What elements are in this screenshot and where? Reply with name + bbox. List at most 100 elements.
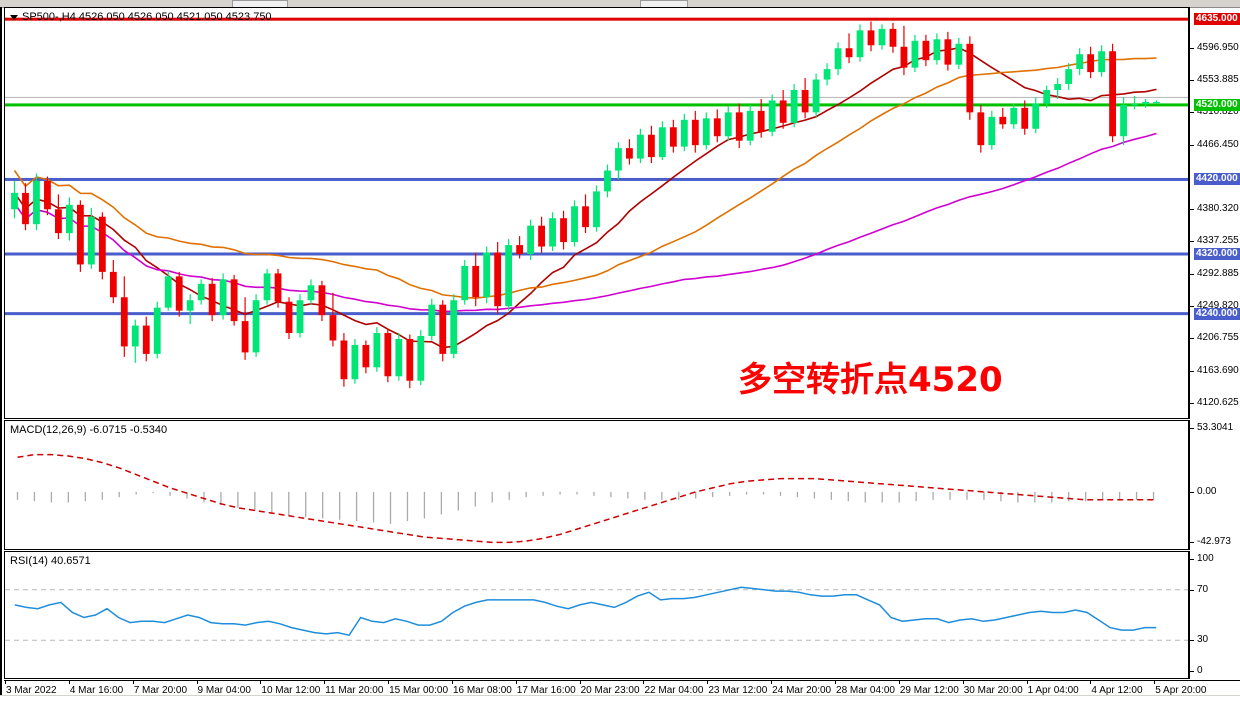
time-axis-label: 29 Mar 12:00 — [899, 685, 959, 696]
time-axis-tick — [898, 681, 900, 684]
price-tag-4240.000[interactable]: 4240.000 — [1194, 307, 1240, 320]
candle-body — [1153, 101, 1160, 104]
candle-body — [164, 276, 172, 308]
price-tag-4520.000[interactable]: 4520.000 — [1194, 98, 1240, 111]
symbol-header[interactable]: SP500-,H4 4526.050 4526.050 4521.050 452… — [10, 11, 272, 23]
candle-body — [724, 112, 732, 137]
time-axis-tick — [962, 681, 964, 684]
candle-body — [11, 192, 18, 210]
candle-body — [285, 301, 293, 334]
price-axis-label: 4337.255 — [1197, 235, 1239, 247]
candle-body — [658, 127, 666, 158]
candle-body — [1142, 101, 1149, 105]
candle-body — [1076, 54, 1084, 70]
candle-body — [494, 252, 502, 307]
price-axis-label: 4206.755 — [1197, 332, 1239, 344]
time-axis-tick — [324, 681, 326, 684]
price-axis-label: 4553.885 — [1197, 73, 1239, 85]
rsi-axis-tick — [1190, 559, 1194, 560]
rsi-axis-tick — [1190, 671, 1194, 672]
candle-body — [1109, 51, 1116, 137]
time-axis-tick — [388, 681, 390, 684]
triangle-down-icon[interactable] — [10, 14, 18, 20]
time-axis-label: 16 Mar 08:00 — [452, 685, 512, 696]
macd-axis-label: -42.973 — [1197, 536, 1231, 547]
price-axis-tick — [1190, 241, 1194, 243]
candle-body — [296, 300, 304, 334]
time-axis-label: 4 Mar 16:00 — [69, 685, 124, 696]
time-axis-tick — [196, 681, 198, 684]
candle-body — [55, 209, 62, 234]
time-axis-label: 3 Mar 2022 — [6, 685, 57, 696]
symbol-header-label: SP500-,H4 4526.050 4526.050 4521.050 452… — [22, 11, 272, 23]
candle-body — [944, 39, 952, 65]
candle-body — [757, 110, 765, 132]
candle-body — [1120, 104, 1127, 137]
candle-body — [44, 180, 51, 210]
candle-body — [263, 273, 271, 301]
candle-body — [450, 300, 458, 354]
candle-body — [933, 39, 941, 61]
candle-body — [922, 40, 930, 61]
candle-body — [1043, 90, 1051, 104]
price-axis-label: 4510.820 — [1197, 105, 1239, 117]
rsi-line — [14, 586, 1157, 637]
candle-body — [208, 283, 216, 316]
candle-body — [856, 30, 864, 58]
time-axis-label: 15 Mar 00:00 — [389, 685, 449, 696]
price-axis-label: 4380.320 — [1197, 203, 1239, 215]
rsi-title: RSI(14) 40.6571 — [10, 555, 91, 567]
rsi-panel[interactable]: RSI(14) 40.6571 — [4, 551, 1189, 679]
candle-body — [329, 315, 337, 341]
candle-body — [483, 252, 491, 298]
candle-body — [439, 304, 447, 354]
price-axis-label: 4249.820 — [1197, 300, 1239, 312]
candle-body — [98, 216, 106, 272]
price-tag-4420.000[interactable]: 4420.000 — [1194, 173, 1240, 186]
candle-body — [911, 40, 919, 68]
candle-body — [768, 100, 776, 132]
time-axis: 3 Mar 2022 4 Mar 16:00 7 Mar 20:00 9 Mar 04… — [4, 680, 1240, 703]
time-axis-label: 9 Mar 04:00 — [197, 685, 251, 696]
candle-series — [11, 21, 1160, 389]
chart-annotation: 多空转折点4520 — [738, 360, 1003, 400]
candle-body — [1021, 107, 1029, 129]
price-axis-tick — [1190, 47, 1194, 49]
level-line-current — [5, 96, 1188, 98]
candle-body — [76, 204, 84, 265]
time-axis-label: 24 Mar 20:00 — [772, 685, 832, 696]
candle-body — [351, 344, 359, 380]
candle-body — [362, 344, 370, 368]
candle-body — [109, 271, 117, 298]
price-chart-panel[interactable]: SP500-,H4 4526.050 4526.050 4521.050 452… — [4, 7, 1189, 419]
candle-body — [219, 279, 227, 316]
time-axis-tick — [643, 681, 645, 684]
rsi-axis-tick — [1190, 640, 1194, 642]
candle-body — [955, 43, 963, 65]
candle-body — [373, 333, 381, 368]
candle-body — [823, 69, 831, 80]
time-axis-tick — [5, 681, 6, 684]
time-axis-label: 28 Mar 04:00 — [836, 685, 895, 696]
price-tag-4320.000[interactable]: 4320.000 — [1194, 248, 1240, 260]
time-axis-tick — [451, 681, 453, 684]
price-axis-label: 4466.450 — [1197, 138, 1239, 150]
candle-body — [428, 304, 436, 336]
price-axis-tick — [1190, 79, 1194, 81]
candle-body — [241, 321, 249, 353]
price-axis-label: 4163.690 — [1197, 364, 1239, 376]
price-axis-tick — [1190, 306, 1194, 308]
time-axis-tick — [771, 681, 773, 684]
macd-panel[interactable]: MACD(12,26,9) -6.0715 -0.5340 — [4, 420, 1189, 550]
candle-body — [1032, 103, 1040, 129]
candle-body — [230, 279, 238, 322]
candle-body — [131, 325, 139, 347]
candle-body — [1098, 51, 1106, 73]
candle-body — [406, 338, 414, 381]
candle-body — [647, 134, 655, 158]
price-tag-4635.000[interactable]: 4635.000 — [1194, 13, 1240, 26]
time-axis-tick — [579, 681, 581, 684]
time-axis-label: 22 Mar 04:00 — [644, 685, 704, 696]
candle-body — [878, 28, 886, 46]
price-axis-label: 4596.950 — [1197, 41, 1239, 53]
